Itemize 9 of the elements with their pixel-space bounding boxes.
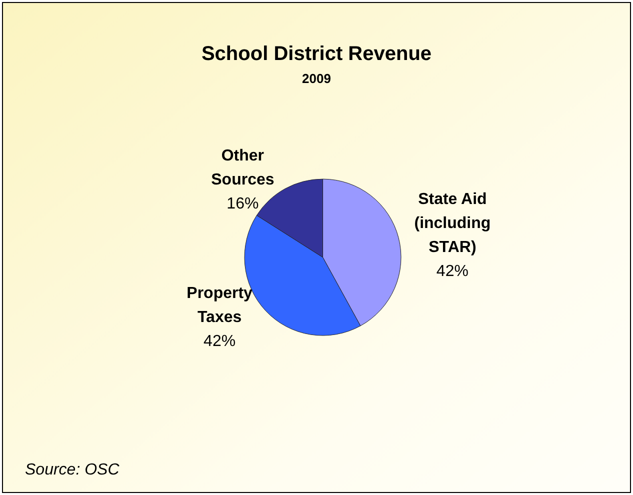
data-label: 16%: [226, 195, 259, 212]
chart-subtitle: 2009: [302, 71, 331, 86]
slice-label: Property Taxes: [186, 285, 253, 326]
data-label: 42%: [204, 333, 236, 350]
data-label: 42%: [436, 262, 468, 280]
slice-label: Other Sources: [211, 147, 274, 188]
chart-title: School District Revenue: [201, 43, 432, 65]
source-note: Source: OSC: [25, 462, 120, 478]
slice-label: State Aid (including STAR): [414, 190, 491, 256]
